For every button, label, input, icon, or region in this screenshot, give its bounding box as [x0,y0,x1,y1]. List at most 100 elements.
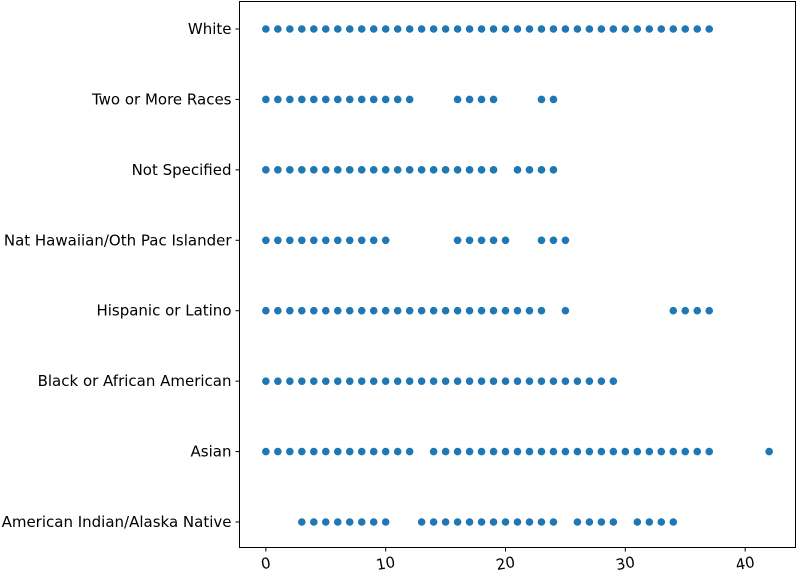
point-asian-12 [405,447,414,456]
point-asian-19 [489,447,498,456]
point-hispanic-or-latino-12 [405,306,414,315]
point-black-or-african-american-23 [537,377,546,385]
point-not-specified-18 [477,166,486,174]
point-american-indian-alaska-native-16 [453,518,462,526]
point-white-23 [537,25,546,33]
point-asian-18 [477,447,486,456]
point-not-specified-16 [453,166,462,174]
point-white-6 [333,25,342,33]
point-asian-34 [669,447,678,456]
point-white-25 [561,25,570,33]
point-white-16 [453,25,462,33]
point-nat-hawaiian-oth-pac-islander-1 [274,236,282,245]
point-white-10 [381,25,390,33]
point-nat-hawaiian-oth-pac-islander-8 [357,236,366,245]
point-black-or-african-american-21 [513,377,522,385]
point-two-or-more-races-16 [453,95,462,104]
point-black-or-african-american-26 [573,377,582,385]
point-nat-hawaiian-oth-pac-islander-23 [537,236,546,245]
point-two-or-more-races-2 [286,95,294,104]
point-hispanic-or-latino-16 [453,306,462,315]
point-two-or-more-races-11 [393,95,402,104]
point-two-or-more-races-8 [357,95,366,104]
point-black-or-african-american-10 [381,377,390,385]
point-two-or-more-races-19 [489,95,498,104]
point-american-indian-alaska-native-24 [549,518,558,526]
point-american-indian-alaska-native-13 [417,518,426,526]
point-two-or-more-races-1 [274,95,282,104]
point-american-indian-alaska-native-31 [633,518,642,526]
point-black-or-african-american-22 [525,377,534,385]
point-american-indian-alaska-native-8 [357,518,366,526]
point-two-or-more-races-4 [309,95,318,104]
point-asian-33 [657,447,666,456]
point-american-indian-alaska-native-32 [645,518,654,526]
point-asian-26 [573,447,582,456]
point-not-specified-22 [525,166,534,174]
point-asian-28 [597,447,606,456]
point-two-or-more-races-7 [345,95,354,104]
point-asian-29 [609,447,618,456]
point-white-36 [693,25,702,33]
point-white-5 [321,25,330,33]
point-white-0 [262,25,270,33]
point-nat-hawaiian-oth-pac-islander-6 [333,236,342,245]
point-nat-hawaiian-oth-pac-islander-20 [501,236,510,245]
point-asian-11 [393,447,402,456]
point-white-20 [501,25,510,33]
point-not-specified-21 [513,166,522,174]
point-black-or-african-american-16 [453,377,462,385]
point-asian-36 [693,447,702,456]
point-asian-16 [453,447,462,456]
point-american-indian-alaska-native-14 [429,518,438,526]
point-black-or-african-american-8 [357,377,366,385]
point-not-specified-1 [274,166,282,174]
point-white-15 [441,25,450,33]
point-not-specified-6 [333,166,342,174]
point-not-specified-9 [369,166,378,174]
point-american-indian-alaska-native-34 [669,518,678,526]
point-black-or-african-american-19 [489,377,498,385]
point-hispanic-or-latino-2 [286,306,294,315]
point-nat-hawaiian-oth-pac-islander-10 [381,236,390,245]
point-not-specified-2 [286,166,294,174]
point-white-33 [657,25,666,33]
point-white-34 [669,25,678,33]
point-nat-hawaiian-oth-pac-islander-18 [477,236,486,245]
point-hispanic-or-latino-17 [465,306,474,315]
point-hispanic-or-latino-14 [429,306,438,315]
x-tick-label-40: 40 [734,553,756,572]
point-white-21 [513,25,522,33]
point-asian-1 [274,447,282,456]
point-american-indian-alaska-native-7 [345,518,354,526]
point-not-specified-4 [309,166,318,174]
point-white-26 [573,25,582,33]
point-asian-27 [585,447,594,456]
point-white-31 [633,25,642,33]
point-black-or-african-american-6 [333,377,342,385]
point-black-or-african-american-27 [585,377,594,385]
y-tick-label-asian: Asian [191,443,232,461]
point-hispanic-or-latino-20 [501,306,510,315]
point-nat-hawaiian-oth-pac-islander-25 [561,236,570,245]
point-white-32 [645,25,654,33]
point-asian-9 [369,447,378,456]
point-hispanic-or-latino-22 [525,306,534,315]
point-asian-32 [645,447,654,456]
point-white-14 [429,25,438,33]
point-white-7 [345,25,354,33]
point-asian-37 [705,447,714,456]
point-black-or-african-american-29 [609,377,618,385]
point-white-8 [357,25,366,33]
point-asian-24 [549,447,558,456]
point-two-or-more-races-0 [262,95,270,104]
point-asian-15 [441,447,450,456]
point-black-or-african-american-4 [309,377,318,385]
point-nat-hawaiian-oth-pac-islander-5 [321,236,330,245]
point-american-indian-alaska-native-23 [537,518,546,526]
point-asian-30 [621,447,630,456]
point-american-indian-alaska-native-18 [477,518,486,526]
point-american-indian-alaska-native-27 [585,518,594,526]
point-white-11 [393,25,402,33]
